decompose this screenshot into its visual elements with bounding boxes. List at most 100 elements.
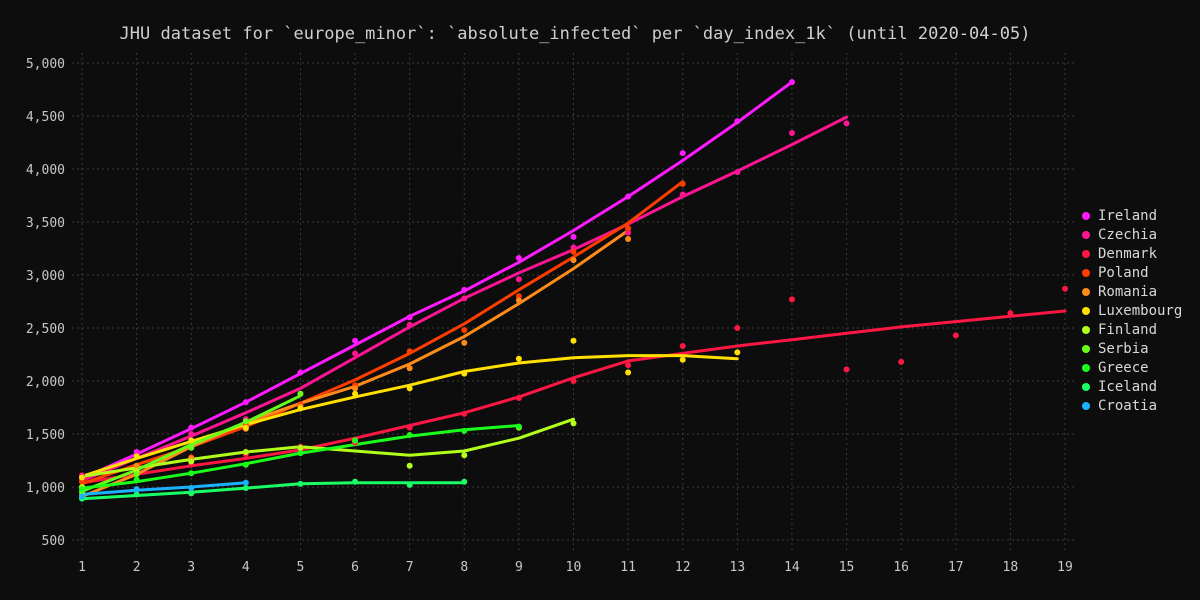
chart-title: JHU dataset for `europe_minor`: `absolut… bbox=[119, 24, 1031, 44]
data-point-czechia bbox=[843, 120, 850, 127]
data-point-ireland bbox=[297, 369, 304, 376]
data-point-ireland bbox=[570, 233, 577, 240]
legend-label: Denmark bbox=[1098, 245, 1158, 262]
data-point-czechia bbox=[406, 321, 413, 328]
data-point-denmark bbox=[515, 394, 522, 401]
data-point-finland bbox=[406, 462, 413, 469]
legend-item-ireland: Ireland bbox=[1082, 206, 1182, 225]
legend-item-romania: Romania bbox=[1082, 282, 1182, 301]
data-point-luxembourg bbox=[133, 453, 140, 460]
data-point-finland bbox=[242, 449, 249, 456]
data-point-czechia bbox=[625, 229, 632, 236]
data-point-poland bbox=[515, 293, 522, 300]
x-tick-label: 1 bbox=[78, 560, 86, 575]
legend-marker bbox=[1082, 363, 1090, 372]
data-point-ireland bbox=[788, 79, 795, 86]
x-tick-label: 3 bbox=[187, 560, 195, 575]
data-point-poland bbox=[679, 180, 686, 187]
legend-label: Iceland bbox=[1098, 378, 1158, 395]
legend-item-serbia: Serbia bbox=[1082, 339, 1182, 358]
legend-marker bbox=[1082, 325, 1090, 334]
x-tick-label: 4 bbox=[242, 560, 250, 575]
x-tick-label: 13 bbox=[730, 560, 746, 575]
y-tick-label: 5,000 bbox=[26, 57, 65, 72]
data-point-iceland bbox=[406, 481, 413, 488]
legend-label: Serbia bbox=[1098, 340, 1149, 357]
data-point-romania bbox=[515, 297, 522, 304]
y-tick-label: 4,000 bbox=[26, 163, 65, 178]
data-point-greece bbox=[79, 486, 85, 493]
legend-item-czechia: Czechia bbox=[1082, 225, 1182, 244]
series-line-denmark bbox=[80, 309, 1067, 485]
legend-marker bbox=[1082, 268, 1090, 277]
legend-marker bbox=[1082, 306, 1090, 315]
x-tick-label: 8 bbox=[460, 560, 468, 575]
legend-marker bbox=[1082, 401, 1090, 410]
data-point-croatia bbox=[242, 479, 249, 486]
data-point-iceland bbox=[242, 485, 249, 492]
data-point-finland bbox=[188, 458, 195, 465]
data-point-romania bbox=[625, 235, 632, 242]
legend-label: Poland bbox=[1098, 264, 1149, 281]
grid-lines bbox=[72, 53, 1075, 550]
legend-label: Greece bbox=[1098, 359, 1149, 376]
data-point-serbia bbox=[133, 471, 140, 478]
x-tick-label: 9 bbox=[515, 560, 523, 575]
legend-item-croatia: Croatia bbox=[1082, 396, 1182, 415]
data-point-poland bbox=[79, 478, 85, 485]
data-point-luxembourg bbox=[242, 424, 249, 431]
data-point-luxembourg bbox=[625, 369, 632, 376]
data-point-denmark bbox=[898, 358, 905, 365]
data-point-ireland bbox=[352, 337, 359, 344]
legend-label: Ireland bbox=[1098, 207, 1158, 224]
series-line-ireland bbox=[80, 80, 794, 480]
data-point-romania bbox=[570, 257, 577, 264]
data-point-czechia bbox=[734, 169, 741, 176]
data-point-ireland bbox=[461, 286, 468, 293]
axis-ticks: 1 2 3 4 5 6 7 8 9 10 11 12 13 14 15 16 17 18 195001,0001,5… bbox=[26, 57, 1073, 575]
data-point-greece bbox=[461, 427, 468, 434]
legend: Ireland Czechia Denmark Poland Romania Luxemb… bbox=[1082, 206, 1182, 415]
data-point-serbia bbox=[242, 418, 249, 425]
x-tick-label: 7 bbox=[406, 560, 414, 575]
data-point-czechia bbox=[788, 129, 795, 136]
data-point-czechia bbox=[461, 295, 468, 302]
y-tick-label: 1,500 bbox=[26, 428, 65, 443]
data-point-romania bbox=[406, 365, 413, 372]
data-point-croatia bbox=[79, 493, 85, 500]
series-line-serbia bbox=[80, 394, 302, 493]
legend-label: Luxembourg bbox=[1098, 302, 1183, 319]
data-point-iceland bbox=[461, 478, 468, 485]
data-point-denmark bbox=[625, 362, 632, 369]
y-tick-label: 3,000 bbox=[26, 269, 65, 284]
data-point-luxembourg bbox=[297, 405, 304, 412]
data-point-ireland bbox=[625, 193, 632, 200]
data-point-finland bbox=[461, 452, 468, 459]
data-point-denmark bbox=[1007, 310, 1014, 317]
legend-marker bbox=[1082, 211, 1090, 220]
legend-marker bbox=[1082, 382, 1090, 391]
data-point-czechia bbox=[352, 350, 359, 357]
data-point-luxembourg bbox=[734, 349, 741, 356]
data-point-greece bbox=[188, 470, 195, 477]
data-point-serbia bbox=[297, 390, 304, 397]
data-point-iceland bbox=[352, 478, 359, 485]
data-point-denmark bbox=[679, 343, 686, 350]
y-tick-label: 4,500 bbox=[26, 110, 65, 125]
x-tick-label: 15 bbox=[839, 560, 855, 575]
legend-item-luxembourg: Luxembourg bbox=[1082, 301, 1182, 320]
legend-marker bbox=[1082, 287, 1090, 296]
x-tick-label: 6 bbox=[351, 560, 359, 575]
data-point-denmark bbox=[734, 325, 741, 331]
data-point-luxembourg bbox=[406, 385, 413, 392]
data-point-ireland bbox=[679, 150, 686, 157]
series-points bbox=[79, 79, 1068, 502]
data-point-ireland bbox=[406, 314, 413, 321]
data-point-czechia bbox=[515, 276, 522, 283]
data-point-iceland bbox=[133, 491, 140, 498]
data-point-denmark bbox=[788, 296, 795, 303]
data-point-greece bbox=[133, 476, 140, 483]
data-point-luxembourg bbox=[352, 390, 359, 397]
legend-item-denmark: Denmark bbox=[1082, 244, 1182, 263]
legend-item-greece: Greece bbox=[1082, 358, 1182, 377]
